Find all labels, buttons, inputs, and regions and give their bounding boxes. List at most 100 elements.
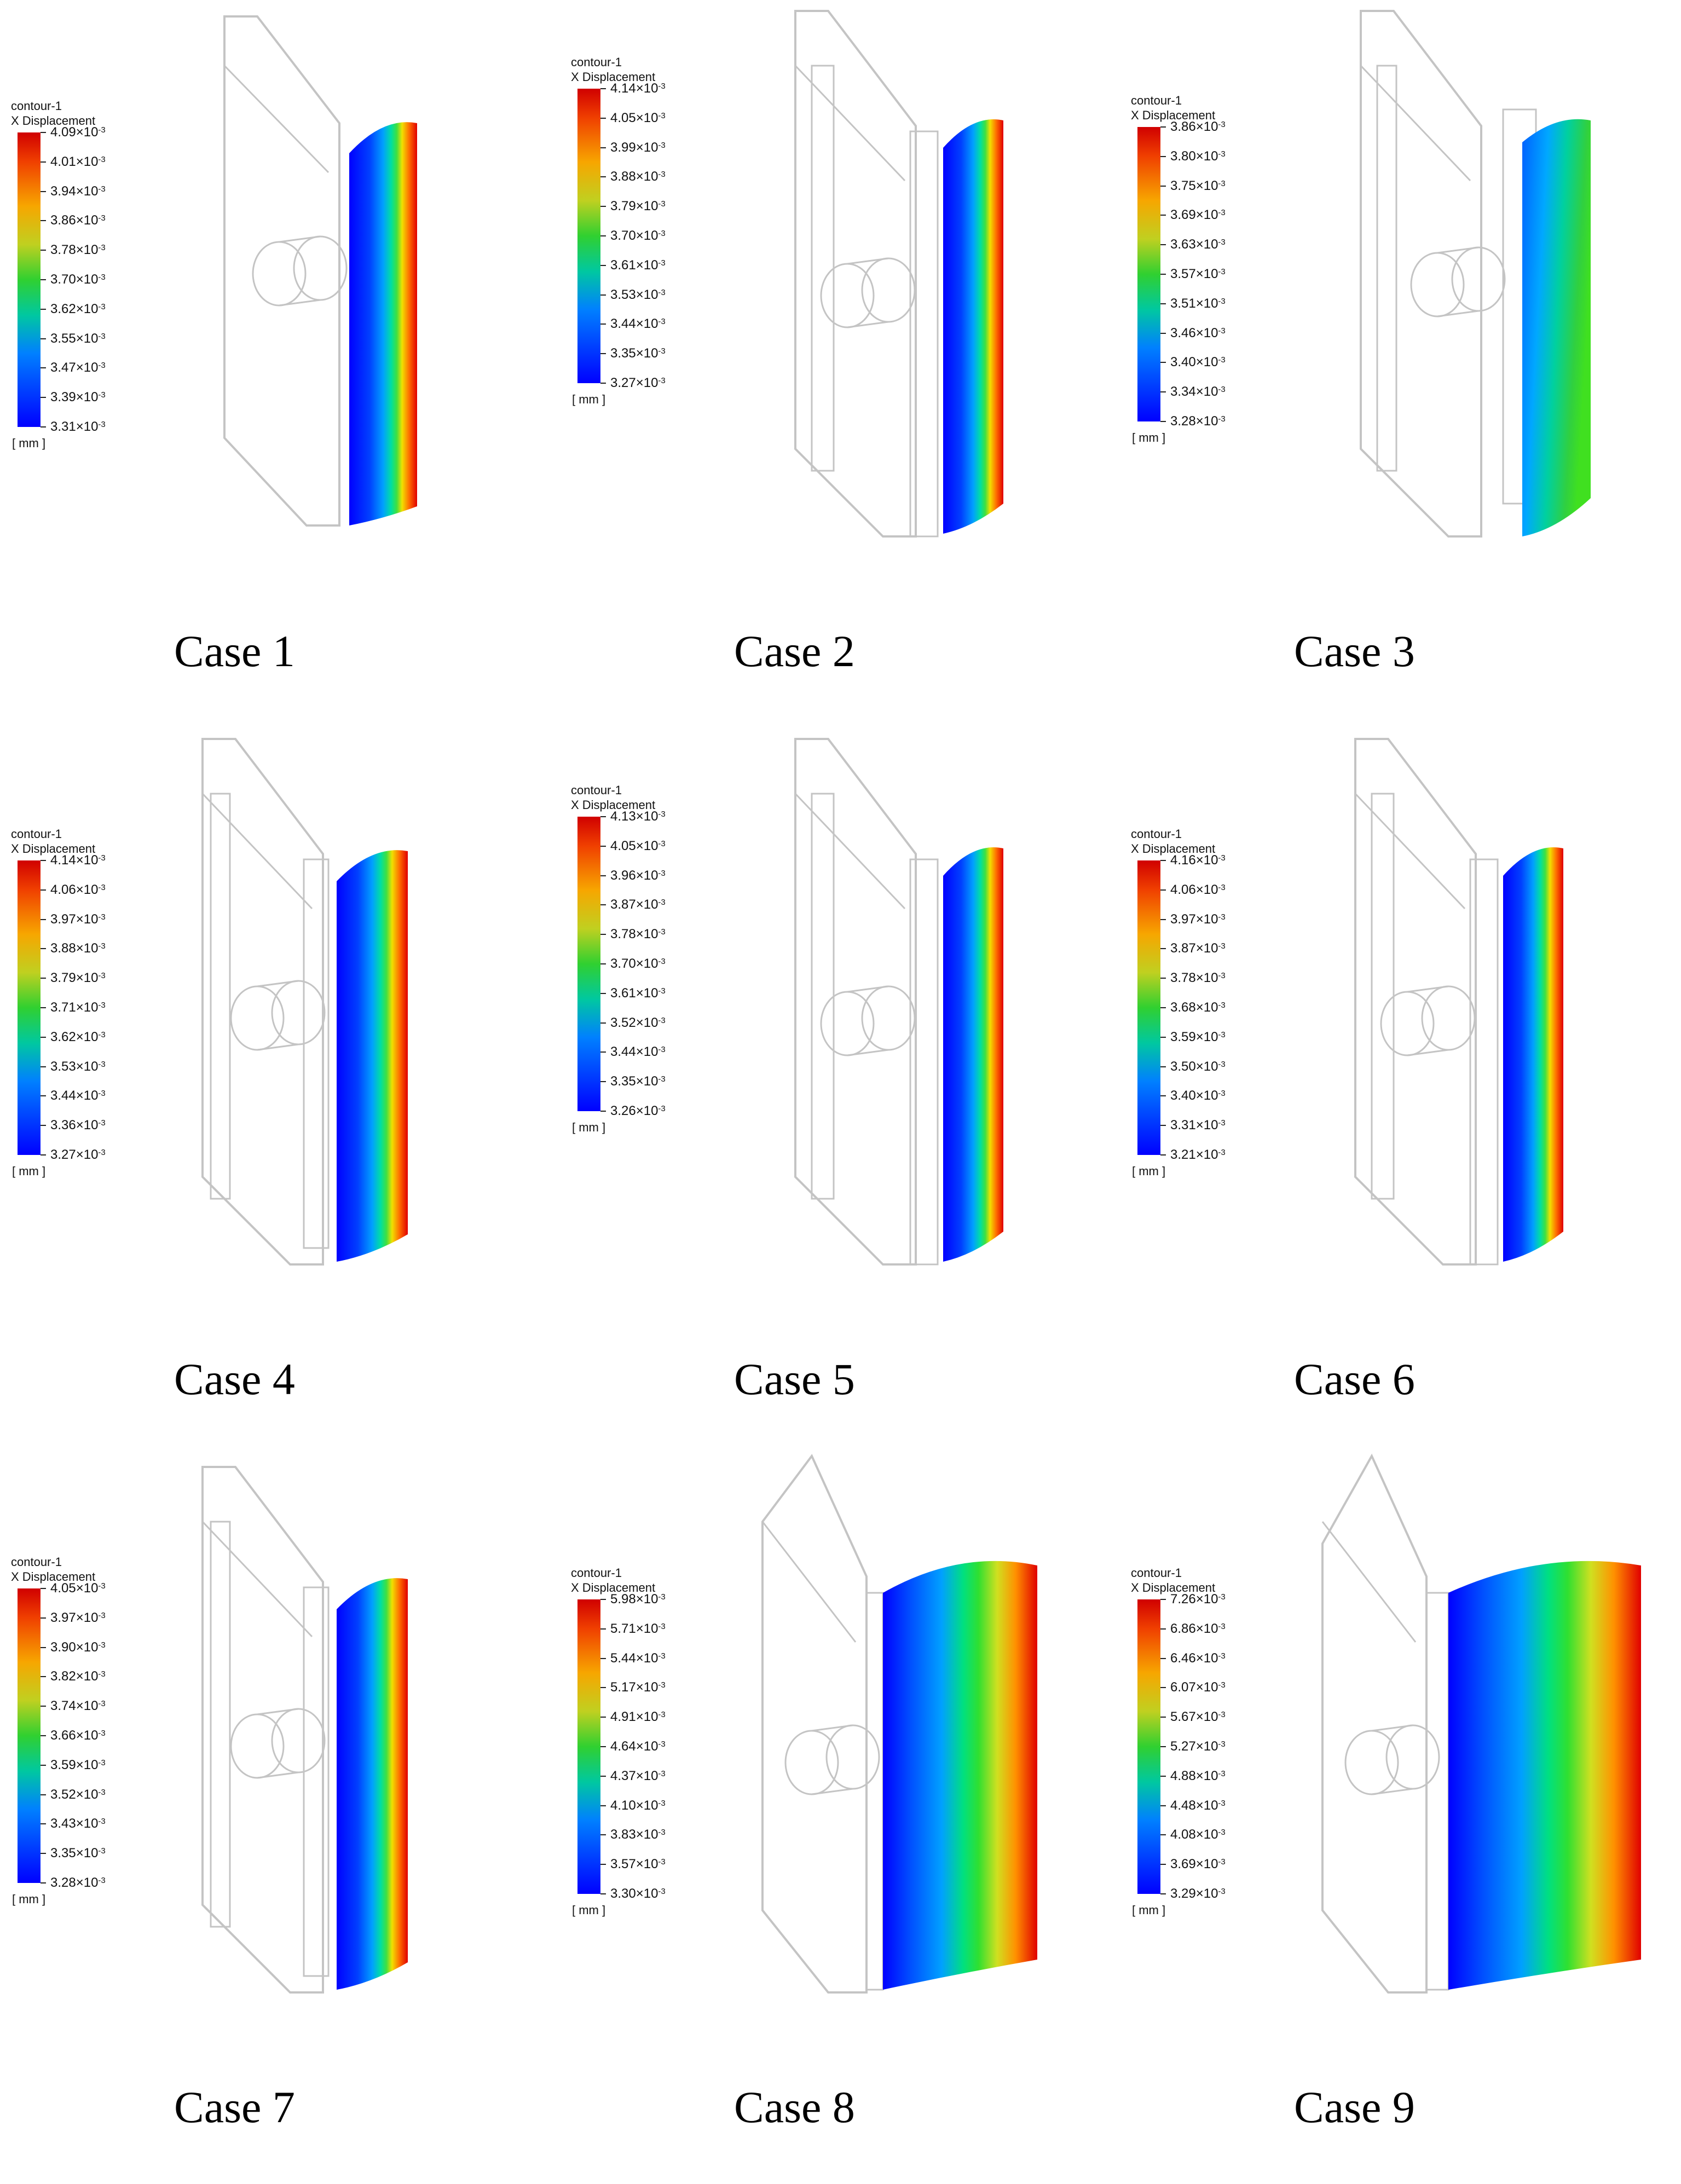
legend-tick bbox=[600, 1687, 606, 1689]
legend-title: contour-1 X Displacement bbox=[571, 1565, 655, 1595]
legend-unit: [ mm ] bbox=[1132, 1164, 1166, 1178]
tick-value: 3.27×10 bbox=[610, 375, 658, 390]
contour-legend: contour-1 X Displacement 7.26×10-3 6.86×10-… bbox=[1131, 1565, 1306, 1949]
tick-value: 3.31×10 bbox=[50, 419, 99, 434]
tick-exponent: -3 bbox=[1218, 238, 1226, 247]
slot-outline bbox=[303, 1586, 330, 1977]
tick-value: 3.61×10 bbox=[610, 257, 658, 273]
tick-value: 3.97×10 bbox=[50, 911, 99, 927]
tick-exponent: -3 bbox=[1218, 1887, 1226, 1896]
tick-value: 4.37×10 bbox=[610, 1768, 658, 1783]
legend-tick-label: 4.37×10-3 bbox=[610, 1768, 666, 1783]
legend-tick-label: 3.57×10-3 bbox=[610, 1857, 666, 1871]
tick-exponent: -3 bbox=[658, 1769, 666, 1778]
tick-exponent: -3 bbox=[658, 1651, 666, 1661]
legend-tick bbox=[41, 1066, 46, 1067]
model-drawing bbox=[223, 15, 417, 527]
body-edge bbox=[1360, 65, 1471, 182]
legend-tick bbox=[1160, 274, 1166, 275]
color-scale-bar bbox=[18, 1588, 41, 1883]
legend-tick-label: 3.99×10-3 bbox=[610, 141, 666, 154]
legend-tick bbox=[1160, 1036, 1166, 1038]
contour-legend: contour-1 X Displacement 4.14×10-3 4.06×10-… bbox=[11, 827, 186, 1210]
displacement-contour-surface bbox=[1503, 847, 1563, 1262]
cylinder-edge bbox=[847, 985, 889, 993]
tick-exponent: -3 bbox=[98, 853, 106, 863]
tick-exponent: -3 bbox=[98, 1787, 106, 1797]
displacement-contour-surface bbox=[1448, 1561, 1641, 1990]
tick-exponent: -3 bbox=[658, 199, 666, 209]
tick-exponent: -3 bbox=[1218, 1710, 1226, 1720]
legend-tick bbox=[41, 1794, 46, 1795]
cylinder-end bbox=[271, 1708, 326, 1773]
legend-quantity: X Displacement bbox=[11, 842, 96, 856]
cylinder-edge bbox=[811, 1724, 853, 1732]
tick-exponent: -3 bbox=[1218, 178, 1226, 188]
tick-value: 3.44×10 bbox=[610, 1044, 658, 1060]
case-panel: contour-1 X Displacement 4.09×10-3 4.01×10-… bbox=[0, 0, 560, 728]
legend-tick-label: 3.29×10-3 bbox=[1170, 1887, 1226, 1900]
tick-exponent: -3 bbox=[98, 1059, 106, 1069]
tick-exponent: -3 bbox=[1218, 267, 1226, 276]
legend-tick bbox=[1160, 1657, 1166, 1659]
legend-tick-label: 4.16×10-3 bbox=[1170, 853, 1226, 867]
tick-value: 4.10×10 bbox=[610, 1798, 658, 1813]
model-drawing bbox=[201, 1466, 408, 1994]
slot-outline bbox=[1371, 793, 1395, 1200]
legend-quantity: X Displacement bbox=[571, 70, 656, 84]
legend-tick-label: 3.82×10-3 bbox=[50, 1669, 106, 1684]
legend-quantity: X Displacement bbox=[1131, 108, 1216, 122]
legend-quantity: X Displacement bbox=[11, 114, 96, 128]
tick-exponent: -3 bbox=[98, 941, 106, 951]
cylinder-edge bbox=[847, 1049, 889, 1056]
displacement-contour-surface bbox=[349, 122, 417, 525]
legend-unit: [ mm ] bbox=[12, 1164, 46, 1178]
tick-value: 3.79×10 bbox=[610, 199, 658, 214]
legend-tick bbox=[1160, 303, 1166, 304]
tick-value: 3.74×10 bbox=[50, 1698, 99, 1714]
legend-tick bbox=[600, 88, 606, 89]
tick-value: 4.06×10 bbox=[1170, 882, 1218, 897]
tick-value: 3.90×10 bbox=[50, 1639, 99, 1655]
tick-exponent: -3 bbox=[98, 1817, 106, 1827]
legend-contour-name: contour-1 bbox=[11, 827, 62, 841]
displacement-contour-surface bbox=[1522, 119, 1591, 536]
legend-tick bbox=[41, 1617, 46, 1619]
legend-tick bbox=[1160, 889, 1166, 891]
legend-tick-label: 3.74×10-3 bbox=[50, 1698, 106, 1714]
tick-value: 3.31×10 bbox=[1170, 1118, 1218, 1133]
legend-tick-label: 4.10×10-3 bbox=[610, 1799, 666, 1812]
legend-tick-label: 3.51×10-3 bbox=[1170, 297, 1226, 310]
legend-tick bbox=[600, 1022, 606, 1024]
tick-exponent: -3 bbox=[658, 1710, 666, 1720]
tick-exponent: -3 bbox=[1218, 1592, 1226, 1602]
tick-value: 3.82×10 bbox=[50, 1669, 99, 1684]
legend-tick bbox=[600, 1717, 606, 1718]
tick-value: 3.63×10 bbox=[1170, 237, 1218, 252]
legend-unit: [ mm ] bbox=[572, 392, 606, 406]
legend-tick bbox=[1160, 126, 1166, 128]
tick-value: 3.26×10 bbox=[610, 1103, 658, 1118]
legend-tick bbox=[41, 978, 46, 979]
legend-tick-label: 4.14×10-3 bbox=[50, 853, 106, 867]
legend-tick bbox=[600, 264, 606, 266]
legend-quantity: X Displacement bbox=[571, 1581, 656, 1594]
tick-exponent: -3 bbox=[658, 258, 666, 268]
cylinder-edge bbox=[257, 1043, 299, 1051]
legend-tick bbox=[41, 1764, 46, 1766]
slot-outline bbox=[909, 130, 939, 538]
legend-tick-label: 3.97×10-3 bbox=[50, 1611, 106, 1625]
legend-tick bbox=[600, 963, 606, 964]
tick-exponent: -3 bbox=[1218, 1651, 1226, 1661]
tick-value: 3.36×10 bbox=[50, 1118, 99, 1133]
cylinder-edge bbox=[257, 1708, 299, 1715]
tick-exponent: -3 bbox=[98, 1669, 106, 1679]
body-outline bbox=[761, 1454, 868, 1994]
legend-tick-label: 3.71×10-3 bbox=[50, 1001, 106, 1014]
body-edge bbox=[761, 1521, 857, 1643]
tick-value: 4.05×10 bbox=[50, 1581, 99, 1596]
body-outline bbox=[223, 15, 340, 527]
case-panel: contour-1 X Displacement 7.26×10-3 6.86×10-… bbox=[1120, 1453, 1680, 2184]
legend-tick-label: 3.43×10-3 bbox=[50, 1817, 106, 1830]
legend-tick bbox=[41, 1853, 46, 1854]
